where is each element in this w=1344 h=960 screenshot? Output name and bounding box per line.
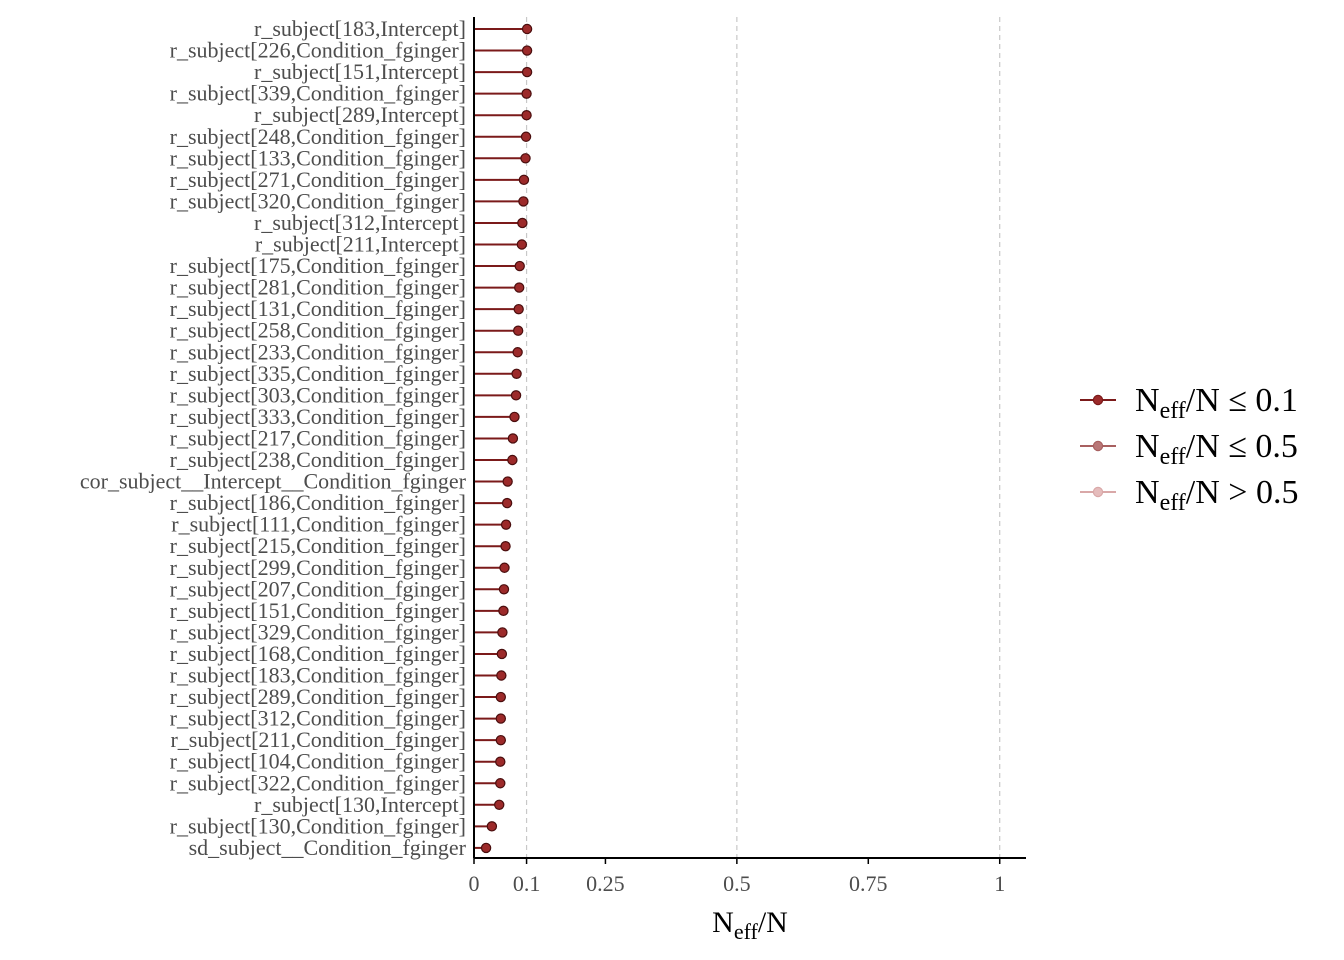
y-tick-label: r_subject[258,Condition_fginger] <box>170 318 466 343</box>
x-axis-ticks: 0 0.1 0.25 0.5 0.75 1 <box>469 858 1005 896</box>
lollipop-point <box>511 368 522 379</box>
y-tick-label: r_subject[111,Condition_fginger] <box>171 512 466 537</box>
y-tick-label: r_subject[130,Intercept] <box>254 792 466 817</box>
y-tick-label: r_subject[248,Condition_fginger] <box>170 124 466 149</box>
legend-key-point <box>1092 394 1104 406</box>
y-tick-label: r_subject[238,Condition_fginger] <box>170 447 466 472</box>
lollipop-point <box>500 541 511 552</box>
lollipop-point <box>518 174 530 186</box>
y-tick-label: r_subject[320,Condition_fginger] <box>170 188 466 213</box>
y-tick-label: r_subject[151,Condition_fginger] <box>170 598 466 623</box>
lollipop-point <box>497 627 508 638</box>
y-tick-label: r_subject[207,Condition_fginger] <box>170 576 466 601</box>
y-tick-label: r_subject[303,Condition_fginger] <box>170 382 466 407</box>
y-tick-label: r_subject[322,Condition_fginger] <box>170 770 466 795</box>
y-tick-label: r_subject[271,Condition_fginger] <box>170 167 466 192</box>
y-tick-label: r_subject[186,Condition_fginger] <box>170 490 466 515</box>
lollipop-point <box>498 605 509 617</box>
lollipop-point <box>521 45 533 56</box>
y-tick-label: r_subject[339,Condition_fginger] <box>170 81 466 106</box>
lollipop-point <box>495 734 507 746</box>
lollipop-point <box>512 347 523 358</box>
x-tick-label: 0.75 <box>849 871 888 896</box>
x-tick-label: 0.5 <box>723 871 751 896</box>
y-tick-label: r_subject[104,Condition_fginger] <box>170 749 466 774</box>
x-tick-label: 0.25 <box>586 871 625 896</box>
y-tick-label: sd_subject__Condition_fginger <box>189 835 467 860</box>
y-tick-label: r_subject[151,Intercept] <box>254 59 466 84</box>
lollipop-point <box>514 260 525 272</box>
legend-label: Neff/N ≤ 0.1 <box>1135 382 1298 424</box>
y-tick-label: r_subject[130,Condition_fginger] <box>170 813 466 838</box>
lollipop-point <box>516 239 528 250</box>
x-axis-title: Neff/N <box>712 906 788 944</box>
y-tick-label: r_subject[233,Condition_fginger] <box>170 339 466 364</box>
y-axis-labels: r_subject[183,Intercept]r_subject[226,Co… <box>80 16 467 860</box>
lollipop-point <box>495 756 506 767</box>
y-tick-label: r_subject[281,Condition_fginger] <box>170 275 466 300</box>
y-tick-label: r_subject[215,Condition_fginger] <box>170 533 466 558</box>
y-tick-label: r_subject[289,Condition_fginger] <box>170 684 466 709</box>
lollipop-point <box>498 584 510 595</box>
y-tick-label: r_subject[168,Condition_fginger] <box>170 641 466 666</box>
lollipop-point <box>521 109 532 121</box>
lollipop-point <box>520 153 531 164</box>
y-tick-label: r_subject[289,Intercept] <box>254 102 466 127</box>
lollipop-point <box>495 713 507 724</box>
lollipop-point <box>495 691 507 703</box>
y-tick-label: r_subject[312,Intercept] <box>254 210 466 235</box>
lollipop-point <box>502 476 513 487</box>
lollipop-point <box>507 454 518 466</box>
y-tick-label: r_subject[211,Condition_fginger] <box>170 727 466 752</box>
lollipop-point <box>517 217 528 229</box>
y-tick-label: r_subject[217,Condition_fginger] <box>170 425 466 450</box>
lollipop-point <box>521 66 533 78</box>
lollipop-point <box>501 497 513 509</box>
lollipop-point <box>507 433 519 444</box>
x-tick-label: 0.1 <box>513 871 541 896</box>
legend-label: Neff/N ≤ 0.5 <box>1135 428 1298 470</box>
lollipop-point <box>521 88 532 99</box>
lollipop-points <box>480 23 533 854</box>
y-tick-label: r_subject[299,Condition_fginger] <box>170 555 466 580</box>
y-tick-label: r_subject[175,Condition_fginger] <box>170 253 466 278</box>
x-tick-label: 0 <box>469 871 480 896</box>
lollipop-point <box>480 842 492 854</box>
lollipop-point <box>499 562 510 573</box>
y-tick-label: r_subject[226,Condition_fginger] <box>170 38 466 63</box>
y-tick-label: r_subject[133,Condition_fginger] <box>170 145 466 170</box>
lollipop-point <box>509 411 520 423</box>
lollipop-stems <box>474 28 528 849</box>
lollipop-point <box>512 325 524 336</box>
legend-label: Neff/N > 0.5 <box>1135 474 1298 516</box>
lollipop-point <box>518 196 529 207</box>
lollipop-point <box>494 799 505 811</box>
lollipop-point <box>496 670 507 681</box>
y-tick-label: cor_subject__Intercept__Condition_fginge… <box>80 469 467 494</box>
y-tick-label: r_subject[183,Condition_fginger] <box>170 663 466 688</box>
y-tick-label: r_subject[131,Condition_fginger] <box>170 296 466 321</box>
x-tick-label: 1 <box>994 871 1005 896</box>
legend-key-point <box>1092 486 1104 498</box>
lollipop-point <box>520 131 532 142</box>
lollipop-point <box>495 778 506 789</box>
lollipop-point <box>500 519 512 530</box>
y-tick-label: r_subject[312,Condition_fginger] <box>170 706 466 731</box>
y-tick-label: r_subject[335,Condition_fginger] <box>170 361 466 386</box>
y-tick-label: r_subject[329,Condition_fginger] <box>170 619 466 644</box>
y-tick-label: r_subject[333,Condition_fginger] <box>170 404 466 429</box>
lollipop-point <box>514 282 525 293</box>
lollipop-point <box>496 648 508 660</box>
lollipop-point <box>513 303 524 315</box>
lollipop-point <box>521 23 533 35</box>
y-tick-label: r_subject[211,Intercept] <box>255 232 466 257</box>
legend-key-point <box>1092 440 1104 452</box>
y-tick-label: r_subject[183,Intercept] <box>254 16 466 41</box>
lollipop-point <box>486 821 498 832</box>
gridlines <box>525 17 1001 858</box>
lollipop-point <box>510 390 522 401</box>
